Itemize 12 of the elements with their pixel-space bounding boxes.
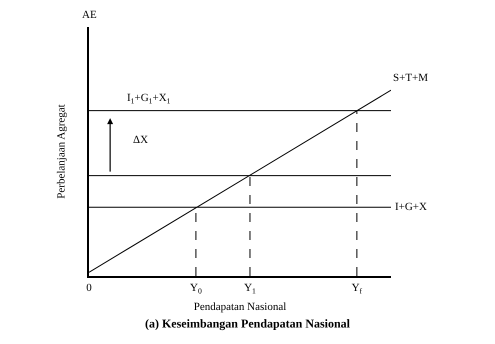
annotation: ΔX bbox=[133, 134, 148, 146]
text: AE bbox=[82, 9, 97, 21]
series-label: I+G+X bbox=[395, 201, 428, 213]
x-tick-label: Y$_{1}$ bbox=[244, 282, 256, 296]
y-axis-title: Perbelanjaan Agregat bbox=[55, 104, 68, 199]
x-tick-label: Y$_{f}$ bbox=[352, 282, 363, 296]
x-axis-title: Pendapatan Nasional bbox=[194, 300, 286, 313]
x-tick-label: Y$_{0}$ bbox=[190, 282, 202, 296]
x-tick-label: 0 bbox=[86, 282, 92, 294]
text: (a) Keseimbangan Pendapatan Nasional bbox=[144, 316, 351, 331]
series-label: S+T+M bbox=[393, 72, 428, 84]
series-label: I$_{1}$+G$_{1}$+X$_{1}$ bbox=[127, 92, 171, 106]
